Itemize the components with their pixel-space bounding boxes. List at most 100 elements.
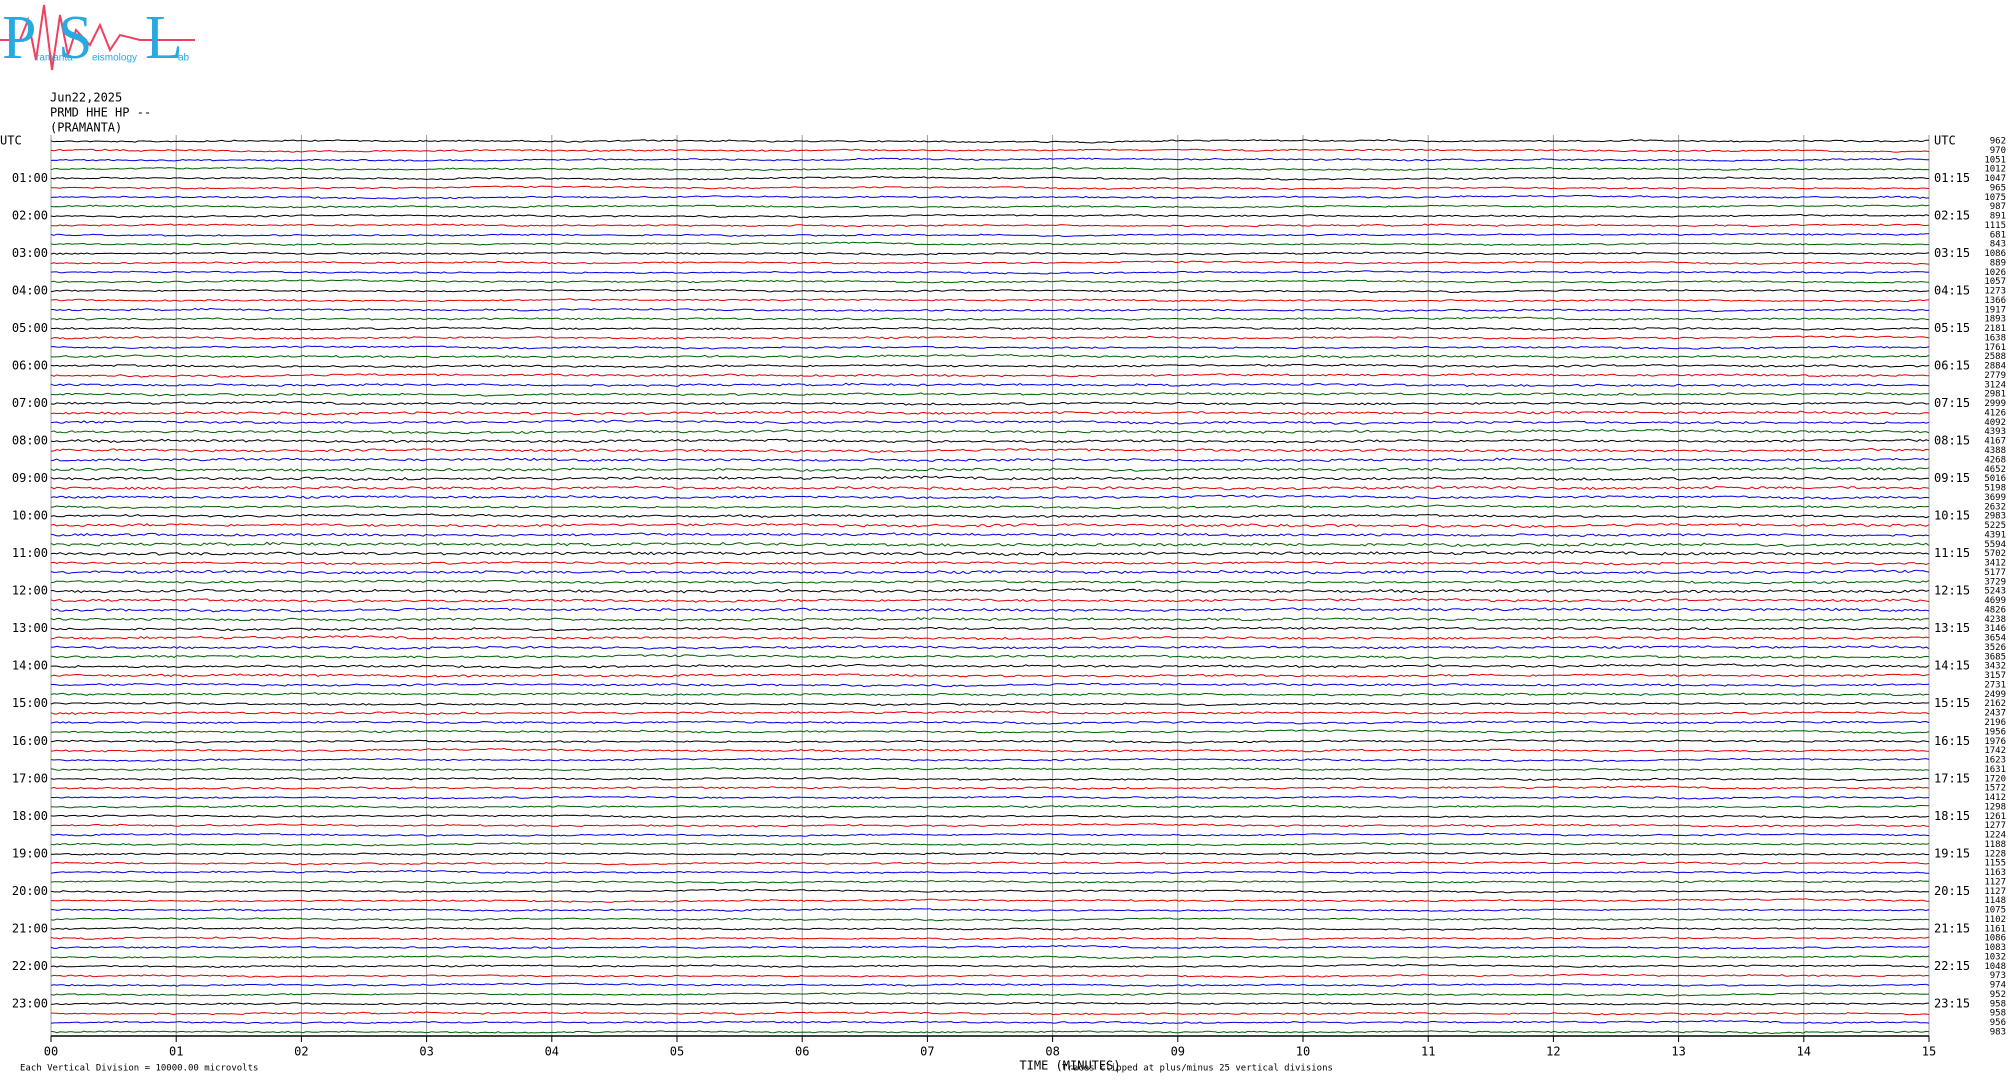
x-tick-label: 13 (1671, 1045, 1685, 1059)
trace-count: 5198 (1984, 484, 2006, 494)
scale-note: Each Vertical Division = 10000.00 microv… (20, 1064, 258, 1074)
trace-count: 1012 (1984, 165, 2006, 175)
trace (50, 795, 1930, 800)
x-tick-label: 03 (419, 1045, 433, 1059)
row-label-left: 12:00 (12, 584, 48, 598)
trace-count: 3432 (1984, 662, 2006, 672)
trace (50, 166, 1930, 171)
trace (50, 823, 1930, 828)
trace-count: 3526 (1984, 643, 2006, 653)
trace (50, 635, 1930, 641)
logo-letter: L (145, 4, 183, 72)
trace-count: 4699 (1984, 596, 2006, 606)
trace (50, 513, 1930, 519)
trace (50, 747, 1930, 753)
trace-count: 2588 (1984, 352, 2006, 362)
row-label-right: 22:15 (1934, 959, 1970, 973)
trace (50, 541, 1930, 547)
trace-count: 1623 (1984, 756, 2006, 766)
trace (50, 382, 1930, 387)
trace-count: 1228 (1984, 849, 2006, 859)
trace (50, 955, 1930, 959)
row-label-left: 18:00 (12, 809, 48, 823)
row-label-right: 19:15 (1934, 846, 1970, 860)
trace-count: 4826 (1984, 605, 2006, 615)
trace (50, 963, 1930, 968)
row-label-left: 15:00 (12, 696, 48, 710)
row-label-right: 02:15 (1934, 209, 1970, 223)
trace (50, 175, 1930, 181)
logo-letter: P (2, 4, 36, 72)
trace-count: 1298 (1984, 802, 2006, 812)
row-label-left: 20:00 (12, 884, 48, 898)
row-label-right: 14:15 (1934, 659, 1970, 673)
row-label-left: 14:00 (12, 659, 48, 673)
trace-count: 5016 (1984, 474, 2006, 484)
row-label-left: 16:00 (12, 734, 48, 748)
trace-count: 1051 (1984, 155, 2006, 165)
trace-count: 2499 (1984, 690, 2006, 700)
trace-count: 1026 (1984, 268, 2006, 278)
trace (50, 560, 1930, 566)
trace (50, 148, 1930, 153)
trace-count: 1127 (1984, 877, 2006, 887)
trace-count: 1188 (1984, 840, 2006, 850)
trace-count: 4126 (1984, 408, 2006, 418)
trace-count: 3699 (1984, 493, 2006, 503)
trace (50, 326, 1930, 331)
x-tick-label: 15 (1922, 1045, 1936, 1059)
trace-count: 1742 (1984, 746, 2006, 756)
logo-word: eismology (92, 53, 137, 64)
trace-count: 843 (1990, 240, 2006, 250)
x-tick-label: 06 (795, 1045, 809, 1059)
trace-count: 1273 (1984, 287, 2006, 297)
row-label-left: 22:00 (12, 959, 48, 973)
trace (50, 270, 1930, 275)
trace-count: 5243 (1984, 587, 2006, 597)
trace (50, 888, 1930, 894)
trace-count: 1057 (1984, 277, 2006, 287)
trace (50, 279, 1930, 284)
row-label-left: 08:00 (12, 434, 48, 448)
row-label-right: 18:15 (1934, 809, 1970, 823)
trace-count: 974 (1990, 981, 2006, 991)
trace (50, 138, 1930, 144)
trace (50, 213, 1930, 219)
trace (50, 626, 1930, 632)
row-label-right: 15:15 (1934, 696, 1970, 710)
trace (50, 945, 1930, 950)
trace-count: 962 (1990, 137, 2006, 147)
trace-count: 1075 (1984, 193, 2006, 203)
x-tick-label: 10 (1296, 1045, 1310, 1059)
trace-count: 5225 (1984, 521, 2006, 531)
row-label-left: 10:00 (12, 509, 48, 523)
trace-count: 952 (1990, 990, 2006, 1000)
trace (51, 223, 1930, 228)
trace (50, 879, 1930, 884)
trace-count: 5594 (1984, 540, 2006, 550)
trace (51, 185, 1930, 190)
trace (50, 419, 1930, 425)
trace (50, 569, 1930, 575)
trace-count: 1761 (1984, 343, 2006, 353)
trace-count: 2983 (1984, 512, 2006, 522)
trace-count: 889 (1990, 258, 2006, 268)
trace-count: 2999 (1984, 399, 2006, 409)
row-label-left: UTC (0, 134, 22, 148)
trace (50, 588, 1930, 594)
trace-count: 1115 (1984, 221, 2006, 231)
trace (50, 767, 1930, 772)
trace-count: 1261 (1984, 812, 2006, 822)
trace (50, 457, 1930, 463)
row-label-left: 21:00 (12, 921, 48, 935)
x-tick-label: 05 (670, 1045, 684, 1059)
row-label-left: 05:00 (12, 321, 48, 335)
trace-count: 965 (1990, 183, 2006, 193)
trace (50, 842, 1930, 847)
trace (50, 616, 1930, 622)
trace (50, 316, 1930, 321)
trace (50, 475, 1930, 481)
trace-count: 1127 (1984, 887, 2006, 897)
trace (50, 992, 1930, 997)
